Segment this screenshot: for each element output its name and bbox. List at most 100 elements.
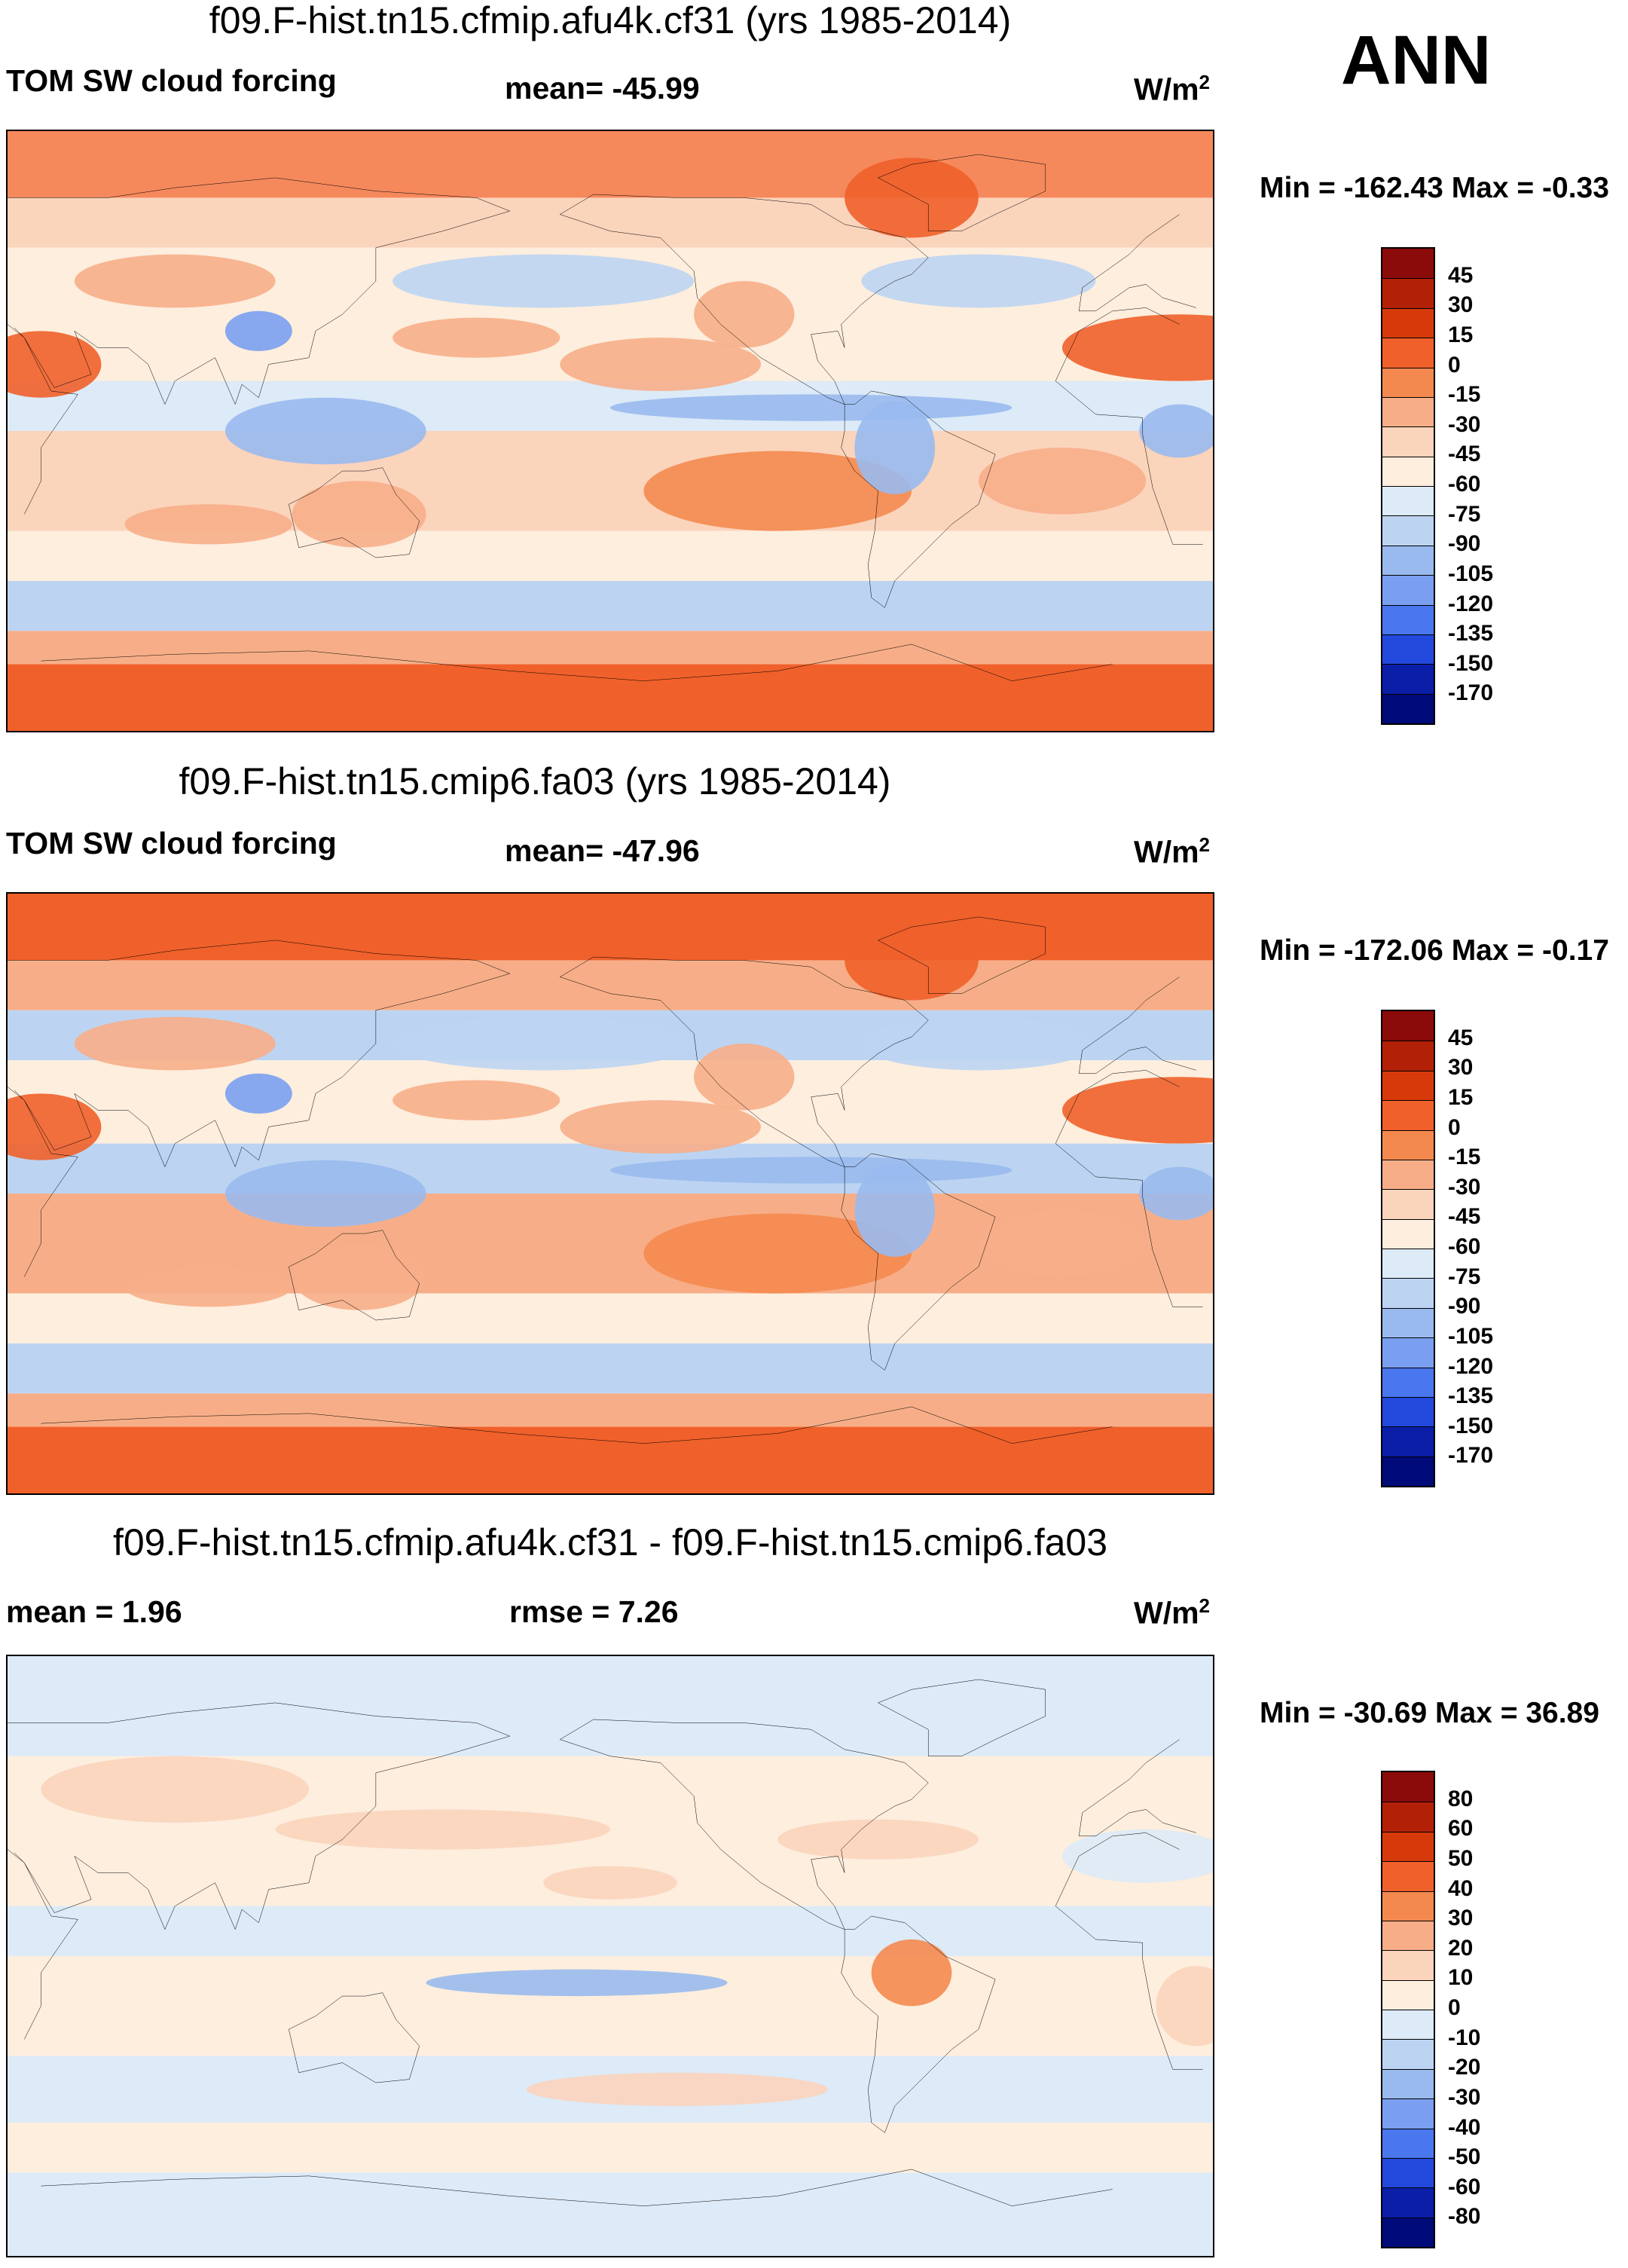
colorbar-label: -60	[1448, 2174, 1481, 2199]
colorbar-swatch	[1382, 486, 1434, 516]
colorbar-label: -75	[1448, 1264, 1481, 1289]
colorbar-label: 60	[1448, 1816, 1474, 1842]
map-feature	[392, 254, 695, 308]
map-feature	[845, 920, 979, 1001]
colorbar-swatch	[1382, 367, 1434, 397]
colorbar-label: -50	[1448, 2144, 1481, 2170]
colorbar-swatch	[1382, 2039, 1434, 2069]
colorbar-label: -105	[1448, 561, 1494, 586]
panel-1-map	[6, 130, 1214, 732]
map-feature	[426, 1969, 728, 1997]
colorbar-label: -20	[1448, 2055, 1481, 2080]
coastline	[841, 1916, 995, 2132]
colorbar-label: -60	[1448, 472, 1481, 497]
coastline	[41, 1407, 1112, 1444]
panel-2-minmax: Min = -172.06 Max = -0.17	[1260, 934, 1609, 967]
map-band	[8, 197, 1213, 248]
colorbar-swatch	[1382, 1278, 1434, 1308]
colorbar-swatch	[1382, 1950, 1434, 1980]
map-band	[8, 1426, 1213, 1493]
map-band	[8, 1393, 1213, 1427]
colorbar-swatch	[1382, 604, 1434, 634]
coastline	[41, 2169, 1112, 2206]
map-band	[8, 960, 1213, 1010]
map-band	[8, 2172, 1213, 2256]
colorbar-swatch	[1382, 664, 1434, 694]
map-band	[8, 1143, 1213, 1194]
colorbar-swatch	[1382, 634, 1434, 665]
colorbar-swatch	[1382, 1396, 1434, 1427]
coastline	[560, 957, 928, 1167]
panel-2-units: W/m2	[1134, 833, 1211, 870]
colorbar-swatch	[1382, 1891, 1434, 1921]
colorbar-label: -80	[1448, 2204, 1481, 2230]
colorbar-swatch	[1382, 2068, 1434, 2099]
colorbar-swatch	[1382, 2098, 1434, 2129]
map-feature	[643, 451, 912, 531]
panel-3-units: W/m2	[1134, 1594, 1211, 1631]
colorbar-label: 0	[1448, 352, 1461, 377]
panel-2-map-svg	[8, 894, 1213, 1493]
coastline	[289, 1993, 419, 2083]
colorbar-swatch	[1382, 1249, 1434, 1279]
map-feature	[845, 157, 979, 238]
panel-2-title: f09.F-hist.tn15.cmip6.fa03 (yrs 1985-201…	[179, 760, 891, 802]
map-band	[8, 131, 1213, 198]
colorbar-label: -45	[1448, 1204, 1481, 1230]
map-feature	[694, 1044, 795, 1111]
map-band	[8, 631, 1213, 665]
panel-3-rmse: rmse = 7.26	[509, 1594, 679, 1629]
colorbar-swatch	[1382, 1861, 1434, 1891]
coastline	[41, 644, 1112, 681]
map-feature	[560, 338, 761, 391]
colorbar-label: 20	[1448, 1935, 1474, 1961]
coastline	[878, 154, 1046, 231]
panel-1-colorbar	[1381, 247, 1435, 725]
map-feature	[1139, 404, 1213, 458]
map-feature	[224, 1160, 426, 1227]
colorbar-label: 45	[1448, 1025, 1474, 1050]
map-feature	[610, 1157, 1013, 1184]
colorbar-swatch	[1382, 1070, 1434, 1101]
map-feature	[861, 254, 1096, 308]
map-feature	[854, 1163, 936, 1258]
panel-2-map	[6, 892, 1214, 1495]
map-band	[8, 1656, 1213, 1756]
coastline	[841, 1154, 995, 1370]
panel-1-units: W/m2	[1134, 71, 1211, 107]
colorbar-swatch	[1382, 515, 1434, 546]
coastline	[560, 1719, 928, 1930]
colorbar-swatch	[1382, 249, 1434, 279]
map-feature	[1062, 1077, 1213, 1144]
colorbar-label: 80	[1448, 1786, 1474, 1811]
colorbar-label: -105	[1448, 1323, 1494, 1349]
colorbar-label: 45	[1448, 262, 1474, 288]
colorbar-swatch	[1382, 1426, 1434, 1456]
map-feature	[224, 397, 426, 465]
season-label: ANN	[1341, 22, 1492, 99]
colorbar-label: -135	[1448, 1383, 1494, 1409]
map-feature	[224, 1073, 292, 1114]
colorbar-label: -135	[1448, 621, 1494, 646]
panel-1-mean: mean= -45.99	[505, 71, 700, 105]
map-feature	[694, 281, 795, 348]
colorbar-swatch	[1382, 1367, 1434, 1397]
coastline	[8, 940, 1196, 1167]
colorbar-label: -15	[1448, 1145, 1481, 1170]
colorbar-label: -75	[1448, 501, 1481, 527]
map-feature	[392, 1080, 560, 1120]
map-band	[8, 2123, 1213, 2173]
colorbar-label: -150	[1448, 650, 1494, 676]
colorbar-label: -120	[1448, 591, 1494, 616]
colorbar-label: -10	[1448, 2025, 1481, 2050]
map-feature	[292, 481, 426, 548]
coastline	[289, 1230, 419, 1320]
coastline	[878, 917, 1046, 994]
colorbar-label: -40	[1448, 2114, 1481, 2140]
colorbar-swatch	[1382, 1041, 1434, 1071]
map-feature	[1062, 1829, 1213, 1883]
panel-1-variable: TOM SW cloud forcing	[6, 63, 337, 98]
colorbar-swatch	[1382, 1920, 1434, 1951]
colorbar-label: 40	[1448, 1875, 1474, 1901]
map-feature	[854, 401, 936, 495]
